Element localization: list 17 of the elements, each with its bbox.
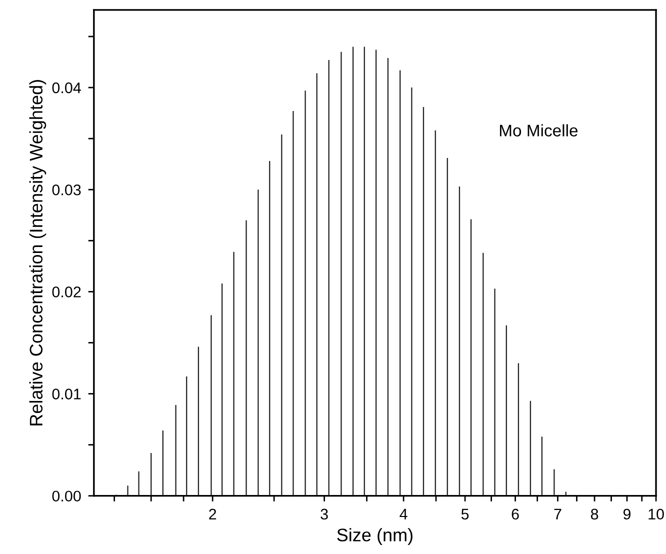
x-tick-label: 7 bbox=[554, 508, 562, 520]
x-tick-label: 5 bbox=[461, 508, 469, 520]
x-tick-label: 6 bbox=[512, 508, 519, 520]
x-axis-title: Size (nm) bbox=[337, 528, 412, 545]
y-tick-label: 0.01 bbox=[52, 388, 81, 400]
y-tick-label: 0.04 bbox=[52, 82, 81, 94]
y-tick-label: 0.03 bbox=[52, 184, 81, 196]
x-tick-label: 9 bbox=[623, 508, 631, 520]
x-tick-label: 10 bbox=[648, 508, 664, 520]
x-tick-label: 3 bbox=[320, 508, 328, 520]
x-tick-label: 2 bbox=[209, 508, 216, 520]
annotation: Mo Micelle bbox=[500, 124, 578, 136]
y-tick-label: 0.02 bbox=[52, 286, 81, 298]
y-axis-title: Relative Concentration (Intensity Weighted) bbox=[29, 80, 46, 426]
x-tick-label: 4 bbox=[400, 508, 408, 520]
y-tick-label: 0.00 bbox=[52, 490, 81, 502]
x-tick-label: 8 bbox=[590, 508, 598, 520]
